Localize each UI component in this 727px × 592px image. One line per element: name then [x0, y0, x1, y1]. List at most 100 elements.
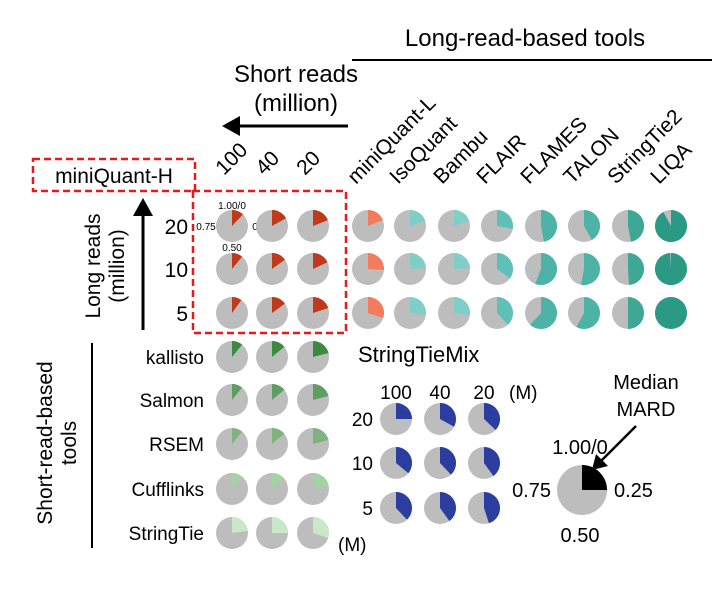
stringtiemix-title: StringTieMix — [358, 342, 479, 367]
pie-stringtie2-lr20-slice — [628, 209, 645, 242]
pie-stringtiemix-lr20-sr100-slice — [396, 403, 412, 419]
pie-flair-lr20 — [481, 210, 514, 242]
pie-miniquant-l-lr20-slice — [368, 210, 383, 226]
pie-bambu-lr20-slice — [454, 210, 470, 226]
pie-miniquant-l-lr10-slice — [368, 253, 385, 270]
long-read-depth-20: 20 — [165, 216, 188, 239]
pie-miniquant-h-lr20-sr20-slice — [313, 210, 328, 226]
pie-salmon-sr20 — [297, 384, 329, 416]
short-read-depth-unit: (M) — [338, 535, 366, 556]
pie-kallisto-sr20-slice — [313, 341, 329, 357]
pie-stringtie-sr40 — [256, 517, 288, 549]
pie-miniquant-l-lr5 — [352, 297, 385, 329]
pie-miniquant-h-lr5-sr40 — [256, 297, 288, 329]
long-read-depth-10: 10 — [165, 259, 188, 282]
pie-salmon-sr100 — [216, 384, 248, 416]
long-read-depth-5: 5 — [176, 303, 188, 326]
long-reads-label: Long reads — [82, 213, 105, 318]
pie-kallisto-sr40 — [256, 341, 288, 373]
miniquant-h-label: miniQuant-H — [55, 165, 173, 188]
pie-flair-lr5 — [481, 297, 513, 329]
short-read-tool-rsem: RSEM — [149, 435, 204, 456]
pie-stringtiemix-lr5-sr100-slice — [396, 492, 412, 520]
pie-stringtie-sr20 — [297, 516, 330, 549]
pie-flair-lr5-slice — [497, 297, 513, 325]
stringtiemix-sr-depth-20: 20 — [473, 383, 494, 404]
pie-liqa-lr5 — [655, 297, 687, 329]
pie-cufflinks-sr40 — [256, 472, 288, 505]
short-read-tools-label-line2: tools — [58, 421, 81, 465]
pie-salmon-sr100-slice — [232, 384, 243, 400]
pie-stringtie2-lr10-slice — [628, 252, 645, 285]
pie-miniquant-l-lr20 — [352, 210, 384, 242]
pie-rsem-sr100-slice — [232, 427, 243, 444]
pie-talon-lr10 — [568, 253, 600, 285]
pie-flames-lr20-slice — [541, 209, 558, 242]
pie-flair-lr10-slice — [497, 253, 513, 279]
pie-miniquant-h-lr5-sr100-slice — [232, 297, 242, 313]
short-read-depth-20: 20 — [292, 147, 325, 180]
miniquant-h-highlight-box — [191, 189, 348, 335]
stringtiemix-lr-depth-10: 10 — [352, 454, 373, 475]
long-reads-arrowhead — [133, 198, 153, 216]
pie-stringtie2-lr5 — [612, 297, 644, 329]
pie-flair-lr20-slice — [497, 210, 514, 229]
stringtiemix-sr-depth-100: 100 — [380, 383, 412, 404]
pie-miniquant-h-lr10-sr20 — [297, 253, 329, 285]
short-reads-label: Short reads — [234, 61, 358, 88]
pie-miniquant-h-lr20-sr40 — [256, 210, 288, 242]
pie-miniquant-h-lr10-sr40 — [256, 253, 288, 285]
pie-stringtiemix-lr20-sr20 — [468, 403, 500, 435]
pie-miniquant-l-lr10 — [352, 253, 385, 285]
example-label-left: 0.75 — [196, 222, 216, 233]
pie-stringtiemix-lr10-sr100 — [380, 446, 413, 479]
pie-stringtiemix-lr20-sr40 — [424, 403, 457, 435]
pie-rsem-sr20 — [297, 428, 329, 460]
short-read-depth-100: 100 — [211, 138, 252, 179]
pie-rsem-sr40 — [256, 428, 288, 460]
long-reads-unit-label: (million) — [106, 229, 129, 303]
legend-label-bottom: 0.50 — [561, 525, 600, 547]
legend-title-line1: Median — [613, 372, 679, 394]
long-read-tools-title: Long-read-based tools — [405, 25, 645, 52]
legend-label-top: 1.00/0 — [552, 437, 608, 459]
pie-rsem-sr100 — [216, 427, 248, 460]
pie-stringtie-sr40-slice — [272, 517, 288, 533]
pie-stringtiemix-lr10-sr40-slice — [440, 447, 456, 475]
pie-salmon-sr40 — [256, 384, 288, 416]
pie-miniquant-h-lr5-sr100 — [216, 297, 248, 329]
miniquant-h-label-box — [31, 157, 197, 193]
short-read-tool-kallisto: kallisto — [146, 348, 204, 369]
pie-miniquant-h-lr20-sr40-slice — [272, 210, 287, 226]
short-read-tool-stringtie: StringTie — [129, 524, 204, 545]
pie-stringtiemix-lr10-sr40 — [424, 447, 456, 479]
pie-miniquant-h-lr20-sr20 — [297, 210, 329, 242]
pie-stringtie2-lr20 — [612, 209, 645, 242]
pie-cufflinks-sr40-slice — [272, 472, 285, 489]
legend-arrow — [599, 425, 637, 463]
stringtiemix-sr-depth-40: 40 — [429, 383, 450, 404]
pie-bambu-lr10-slice — [454, 253, 470, 269]
pie-liqa-lr5-slice — [655, 297, 687, 329]
pie-kallisto-sr100 — [216, 341, 248, 373]
pie-miniquant-l-lr5-slice — [368, 297, 385, 318]
pie-stringtiemix-lr10-sr20 — [468, 447, 500, 479]
legend-label-left: 0.75 — [512, 480, 551, 502]
pie-rsem-sr20-slice — [313, 428, 329, 444]
pie-liqa-lr10-slice — [654, 253, 687, 286]
pie-stringtiemix-lr20-sr40-slice — [440, 403, 457, 427]
pie-liqa-lr20-slice — [654, 210, 687, 242]
short-read-depth-40: 40 — [251, 147, 284, 180]
pie-miniquant-h-lr10-sr100-slice — [232, 253, 243, 269]
pie-salmon-sr20-slice — [313, 384, 329, 400]
pie-miniquant-h-lr5-sr20 — [297, 297, 329, 329]
pie-rsem-sr40-slice — [272, 428, 285, 444]
pie-kallisto-sr40-slice — [272, 341, 285, 357]
pie-stringtie-sr100 — [216, 517, 248, 549]
pie-isoquant-lr20 — [394, 210, 426, 242]
pie-stringtiemix-lr5-sr40-slice — [440, 492, 456, 521]
pie-miniquant-h-lr10-sr20-slice — [313, 253, 328, 269]
pie-talon-lr20-slice — [584, 210, 601, 241]
